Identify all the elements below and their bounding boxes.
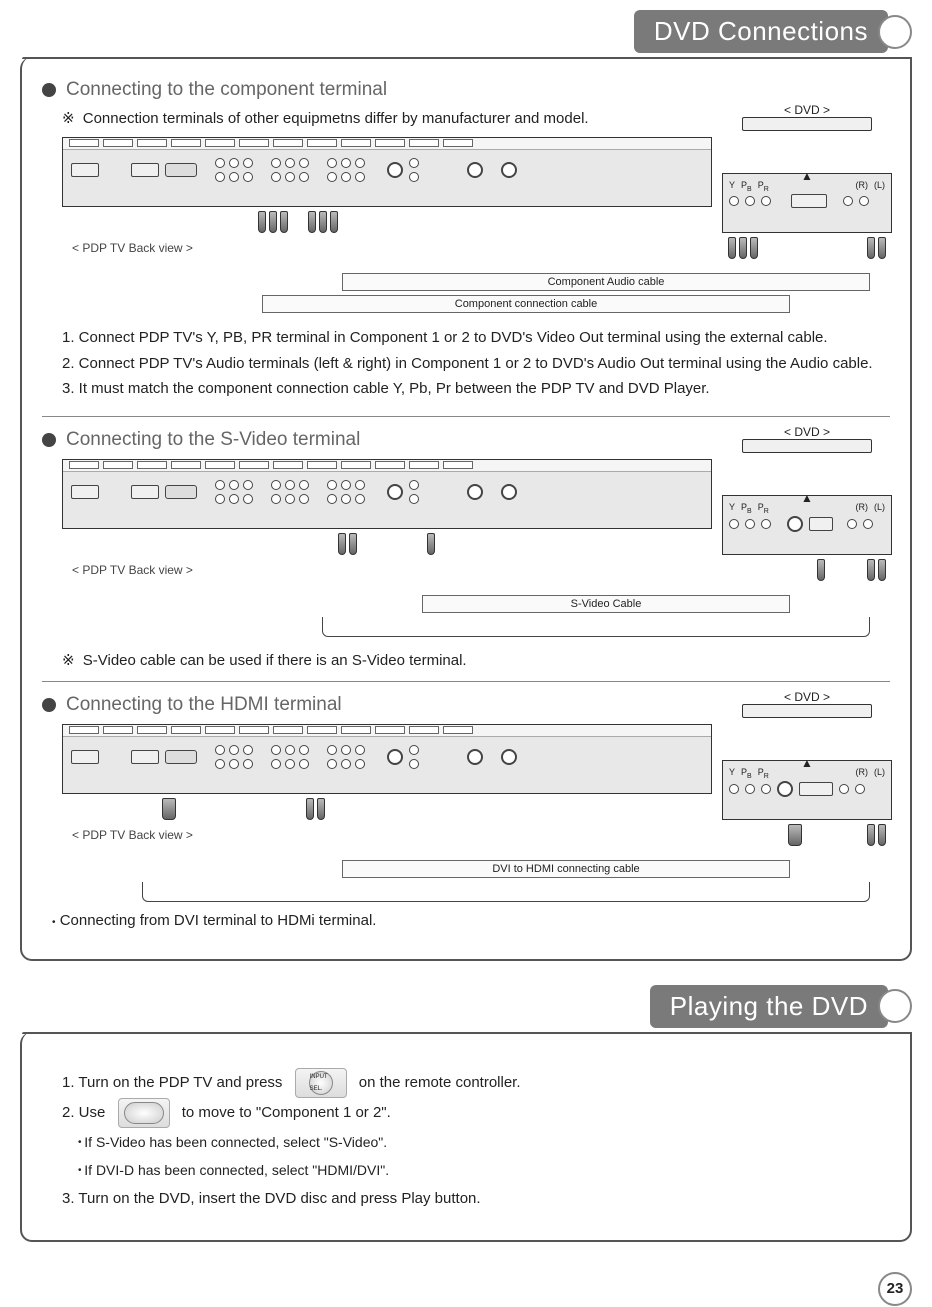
play-sub-2: If DVI-D has been connected, select "HDM… <box>78 1156 880 1184</box>
cable-hdmi-label: DVI to HDMI connecting cable <box>342 860 790 878</box>
note-hdmi: Connecting from DVI terminal to HDMi ter… <box>60 912 377 929</box>
jack-label-l: (L) <box>874 767 885 777</box>
cable-labels-hdmi: DVI to HDMI connecting cable <box>82 860 880 902</box>
page-number-value: 23 <box>878 1272 912 1306</box>
separator-2 <box>42 681 890 682</box>
note-mark-icon: ※ <box>62 110 75 127</box>
tv-caption-1: < PDP TV Back view > <box>72 241 712 255</box>
tab-circle-decor-1 <box>878 15 912 49</box>
jack-label-pb: PB <box>741 767 752 780</box>
step-1: 1. Connect PDP TV's Y, PB, PR terminal i… <box>62 325 890 351</box>
jack-label-l: (L) <box>874 502 885 512</box>
dvd-caption-3: < DVD > <box>722 690 892 704</box>
step-3: 3. It must match the component connectio… <box>62 376 890 402</box>
note-text-svideo: S-Video cable can be used if there is an… <box>83 652 467 669</box>
play-step-2b: to move to "Component 1 or 2". <box>182 1104 391 1121</box>
diagram-svideo: < PDP TV Back view > < DVD > ▲ Y PB PR (… <box>62 459 890 587</box>
header-dvd-connections: DVD Connections <box>20 10 912 53</box>
arrow-up-icon: ▲ <box>801 169 813 183</box>
bullet-icon <box>42 83 56 97</box>
bullet-icon <box>42 433 56 447</box>
jack-label-y: Y <box>729 502 735 515</box>
play-step-3: 3. Turn on the DVD, insert the DVD disc … <box>62 1184 880 1214</box>
step-2: 2. Connect PDP TV's Audio terminals (lef… <box>62 351 890 377</box>
jack-label-l: (L) <box>874 180 885 190</box>
play-step-1b: on the remote controller. <box>359 1074 521 1091</box>
note-mark-icon: ※ <box>62 652 75 669</box>
play-sub-1: If S-Video has been connected, select "S… <box>78 1128 880 1156</box>
tv-back-panel-3 <box>62 724 712 794</box>
jack-label-pr: PR <box>758 767 769 780</box>
tab-circle-decor-2 <box>878 989 912 1023</box>
jack-label-pb: PB <box>741 502 752 515</box>
separator-1 <box>42 416 890 417</box>
play-step-1: 1. Turn on the PDP TV and press INPUT SE… <box>62 1068 880 1098</box>
section-component-title: Connecting to the component terminal <box>42 79 890 101</box>
dvd-panel-2: ▲ Y PB PR (R) (L) <box>722 495 892 555</box>
card-connections: Connecting to the component terminal ※ C… <box>20 57 912 961</box>
diagram-component: < PDP TV Back view > < DVD > ▲ Y PB PR (… <box>62 137 890 265</box>
cable-audio-label: Component Audio cable <box>342 273 870 291</box>
heading-svideo: Connecting to the S-Video terminal <box>66 429 360 451</box>
steps-component: 1. Connect PDP TV's Y, PB, PR terminal i… <box>62 325 890 402</box>
jack-label-pb: PB <box>741 180 752 193</box>
nav-button-icon <box>118 1098 170 1128</box>
tab-title-2: Playing the DVD <box>650 985 888 1028</box>
arrow-up-icon: ▲ <box>801 491 813 505</box>
dvd-panel-3: ▲ Y PB PR (R) (L) <box>722 760 892 820</box>
play-step-1a: 1. Turn on the PDP TV and press <box>62 1074 282 1091</box>
tab-title-1: DVD Connections <box>634 10 888 53</box>
jack-label-pr: PR <box>758 180 769 193</box>
jack-label-y: Y <box>729 767 735 780</box>
heading-hdmi: Connecting to the HDMI terminal <box>66 694 342 716</box>
input-sel-label: INPUT SEL. <box>309 1071 333 1095</box>
tv-back-panel-1 <box>62 137 712 207</box>
bullet-icon <box>42 698 56 712</box>
header-playing-dvd: Playing the DVD <box>20 985 912 1028</box>
jack-label-r: (R) <box>856 767 869 777</box>
dvd-caption-1: < DVD > <box>722 103 892 117</box>
jack-label-y: Y <box>729 180 735 193</box>
dvd-caption-2: < DVD > <box>722 425 892 439</box>
heading-component: Connecting to the component terminal <box>66 79 387 101</box>
cable-component-label: Component connection cable <box>262 295 790 313</box>
tv-caption-2: < PDP TV Back view > <box>72 563 712 577</box>
jack-label-r: (R) <box>856 502 869 512</box>
note-text: Connection terminals of other equipmetns… <box>83 110 589 127</box>
note-svideo: ※ S-Video cable can be used if there is … <box>62 651 890 669</box>
arrow-up-icon: ▲ <box>801 756 813 770</box>
play-step-2a: 2. Use <box>62 1104 105 1121</box>
dvd-panel-1: ▲ Y PB PR (R) (L) <box>722 173 892 233</box>
play-step-2: 2. Use to move to "Component 1 or 2". <box>62 1098 880 1128</box>
input-sel-button-icon: INPUT SEL. <box>295 1068 347 1098</box>
tv-back-panel-2 <box>62 459 712 529</box>
cable-svideo-label: S-Video Cable <box>422 595 790 613</box>
cable-labels-component: Component Audio cable Component connecti… <box>82 273 880 313</box>
page-number: 23 <box>878 1272 912 1306</box>
jack-label-r: (R) <box>856 180 869 190</box>
card-playing: 1. Turn on the PDP TV and press INPUT SE… <box>20 1032 912 1242</box>
cable-labels-svideo: S-Video Cable <box>82 595 880 637</box>
play-steps: 1. Turn on the PDP TV and press INPUT SE… <box>62 1068 880 1214</box>
tv-caption-3: < PDP TV Back view > <box>72 828 712 842</box>
jack-label-pr: PR <box>758 502 769 515</box>
diagram-hdmi: < PDP TV Back view > < DVD > ▲ Y PB PR (… <box>62 724 890 852</box>
